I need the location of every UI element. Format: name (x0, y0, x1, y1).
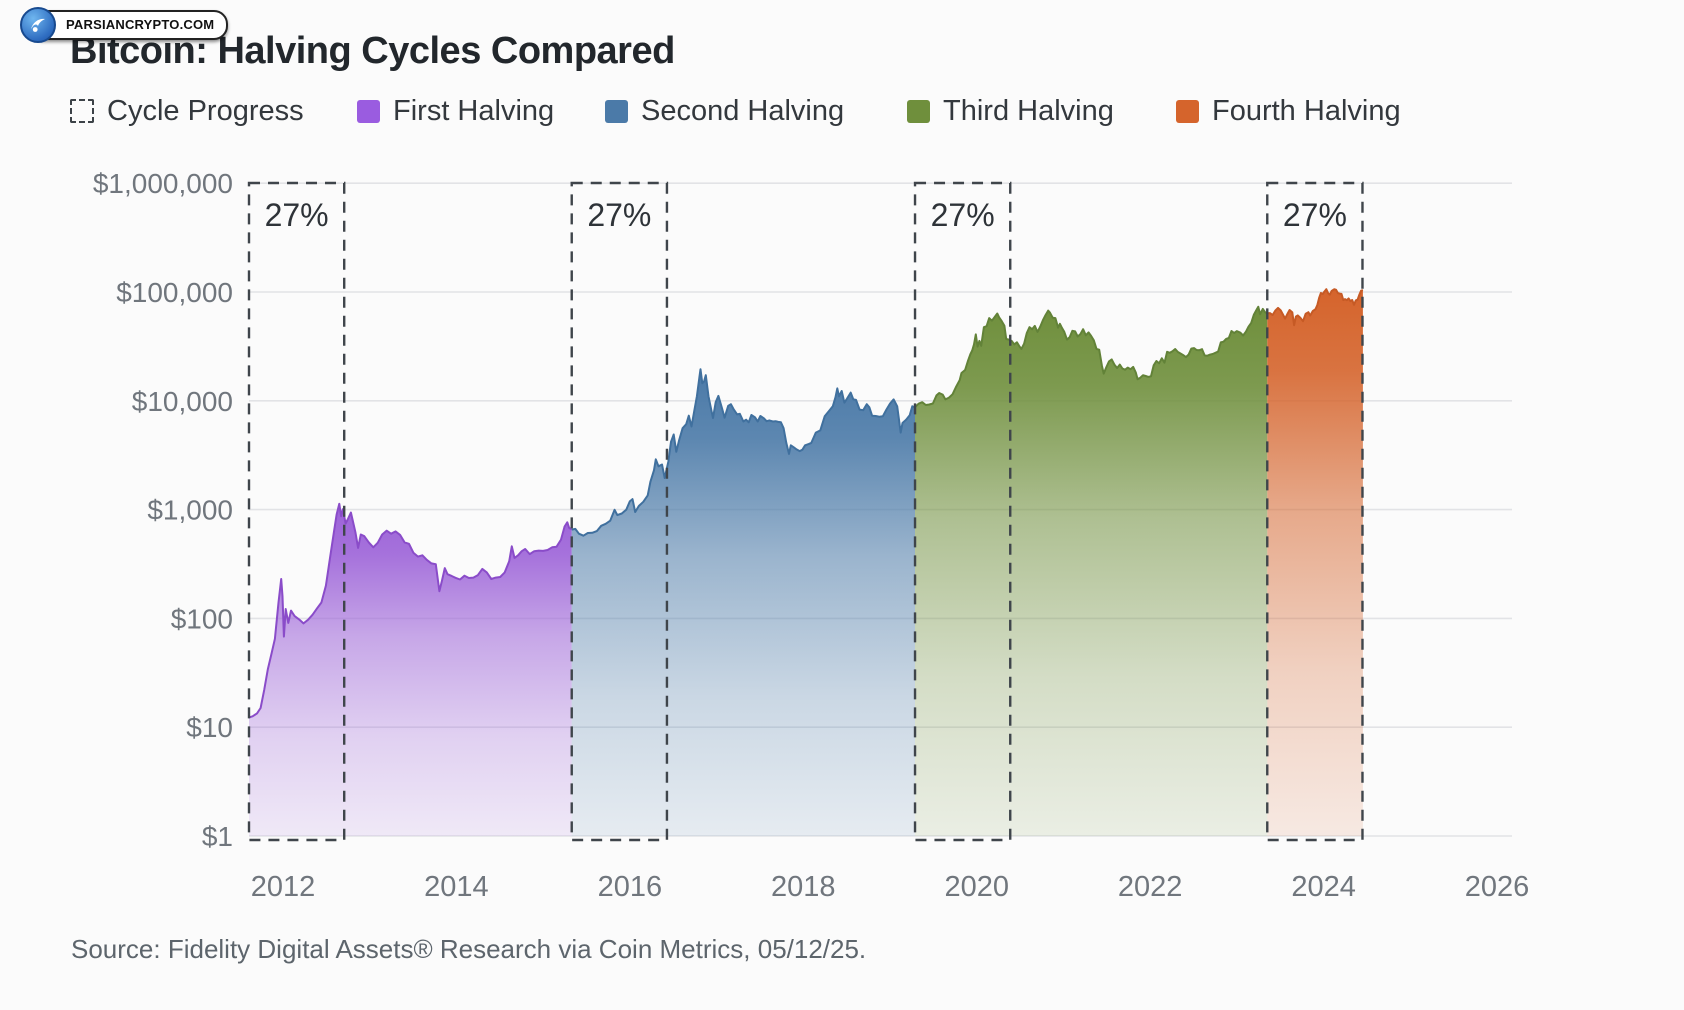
price-line-fourth-halving (1267, 288, 1364, 327)
third-halving-swatch-icon (907, 99, 930, 123)
legend-item-first-halving: First Halving (357, 94, 554, 128)
price-line-third-halving (914, 305, 1268, 408)
second-halving-swatch-icon (605, 99, 628, 123)
cycle-progress-boxes: 27% 27% 27% 27% (247, 181, 1364, 842)
progress-percent-label: 27% (931, 197, 995, 233)
y-tick-label: $1,000 (147, 495, 233, 526)
chart-legend: Cycle Progress First Halving Second Halv… (0, 94, 1684, 130)
area-second-halving (571, 369, 915, 836)
watermark-logo-icon (20, 7, 56, 43)
y-tick-label: $10 (186, 712, 233, 743)
progress-box (913, 181, 1012, 842)
x-tick-label: 2014 (424, 871, 489, 903)
first-halving-swatch-icon (357, 99, 380, 123)
price-line-second-halving (571, 368, 916, 537)
source-attribution: Source: Fidelity Digital Assets® Researc… (71, 934, 867, 964)
fourth-halving-swatch-icon (1176, 99, 1199, 123)
legend-item-third-halving: Third Halving (907, 94, 1114, 128)
legend-label: Cycle Progress (107, 94, 304, 127)
progress-percent-label: 27% (587, 197, 651, 233)
watermark-text: PARSIANCRYPTO.COM (30, 10, 229, 40)
area-fourth-halving (1267, 289, 1363, 836)
progress-box (247, 181, 346, 842)
legend-item-fourth-halving: Fourth Halving (1176, 94, 1401, 128)
bird-icon (31, 18, 45, 32)
area-first-halving (249, 503, 572, 836)
y-tick-label: $100,000 (116, 277, 233, 308)
x-tick-label: 2020 (944, 871, 1009, 903)
legend-label: Fourth Halving (1212, 94, 1401, 127)
x-tick-label: 2012 (251, 871, 316, 903)
x-tick-label: 2022 (1118, 871, 1183, 903)
cycle-areas (248, 288, 1364, 836)
dashed-box-icon (70, 99, 94, 123)
progress-percent-label: 27% (1283, 197, 1347, 233)
y-tick-label: $1 (202, 821, 233, 852)
x-tick-label: 2024 (1291, 871, 1356, 903)
y-tick-label: $100 (171, 603, 233, 634)
area-third-halving (915, 306, 1268, 836)
legend-label: Third Halving (943, 94, 1114, 127)
y-tick-label: $1,000,000 (93, 168, 233, 199)
progress-percent-label: 27% (265, 197, 329, 233)
progress-box (1266, 181, 1364, 842)
legend-label: First Halving (393, 94, 555, 127)
y-tick-label: $10,000 (132, 386, 233, 417)
progress-box (570, 181, 669, 842)
price-line-first-halving (248, 502, 573, 719)
x-tick-label: 2016 (598, 871, 663, 903)
legend-label: Second Halving (641, 94, 845, 127)
legend-item-cycle-progress: Cycle Progress (70, 94, 304, 128)
x-tick-label: 2026 (1465, 871, 1530, 903)
x-tick-label: 2018 (771, 871, 836, 903)
legend-item-second-halving: Second Halving (605, 94, 844, 128)
